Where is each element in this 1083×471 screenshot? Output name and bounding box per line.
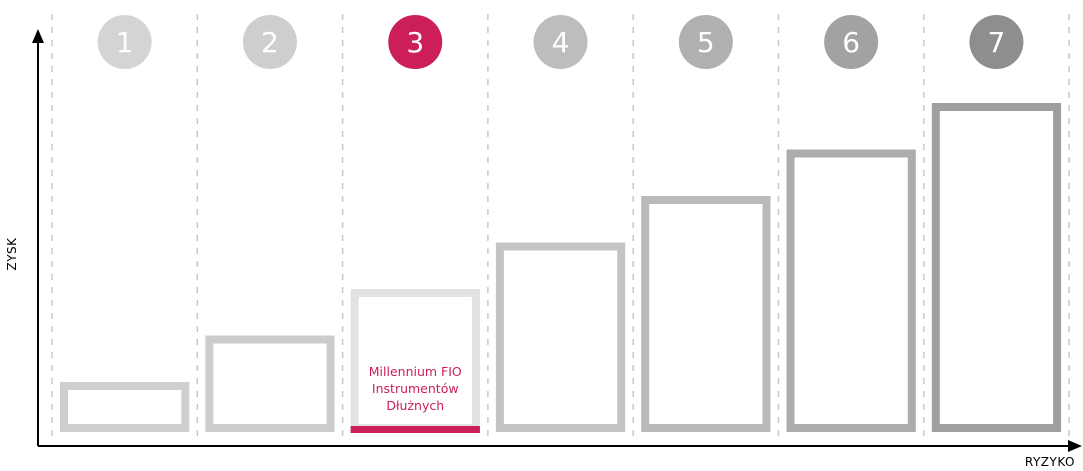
bar-4 (495, 242, 626, 432)
risk-level-label: 7 (988, 26, 1006, 59)
y-axis-label: ZYSK (5, 237, 19, 271)
risk-level-label: 5 (697, 26, 715, 59)
risk-level-label: 6 (842, 26, 860, 59)
x-axis-arrow (1068, 440, 1082, 452)
risk-level-label: 3 (406, 26, 424, 59)
risk-circle-3 (388, 15, 443, 69)
risk-circle-7 (969, 15, 1024, 69)
bar-6 (786, 149, 916, 432)
risk-circle-1 (97, 15, 152, 69)
risk-circle-4 (533, 15, 588, 69)
highlight-label-line: Dłużnych (386, 398, 444, 413)
risk-level-label: 2 (261, 26, 279, 59)
y-axis-arrow (32, 29, 44, 43)
risk-level-label: 1 (116, 26, 134, 59)
bar-3-accent (350, 426, 480, 433)
bar-7 (931, 103, 1062, 432)
bar-5 (641, 196, 771, 432)
highlight-label-line: Millennium FIO (369, 364, 462, 379)
risk-circle-5 (678, 15, 733, 69)
risk-level-label: 4 (552, 26, 570, 59)
highlight-label-line: Instrumentów (372, 381, 459, 396)
bar-2 (205, 335, 335, 432)
risk-circle-6 (824, 15, 879, 69)
x-axis-label: RYZYKO (1024, 455, 1075, 469)
bar-1 (60, 382, 190, 432)
risk-circle-2 (242, 15, 297, 69)
